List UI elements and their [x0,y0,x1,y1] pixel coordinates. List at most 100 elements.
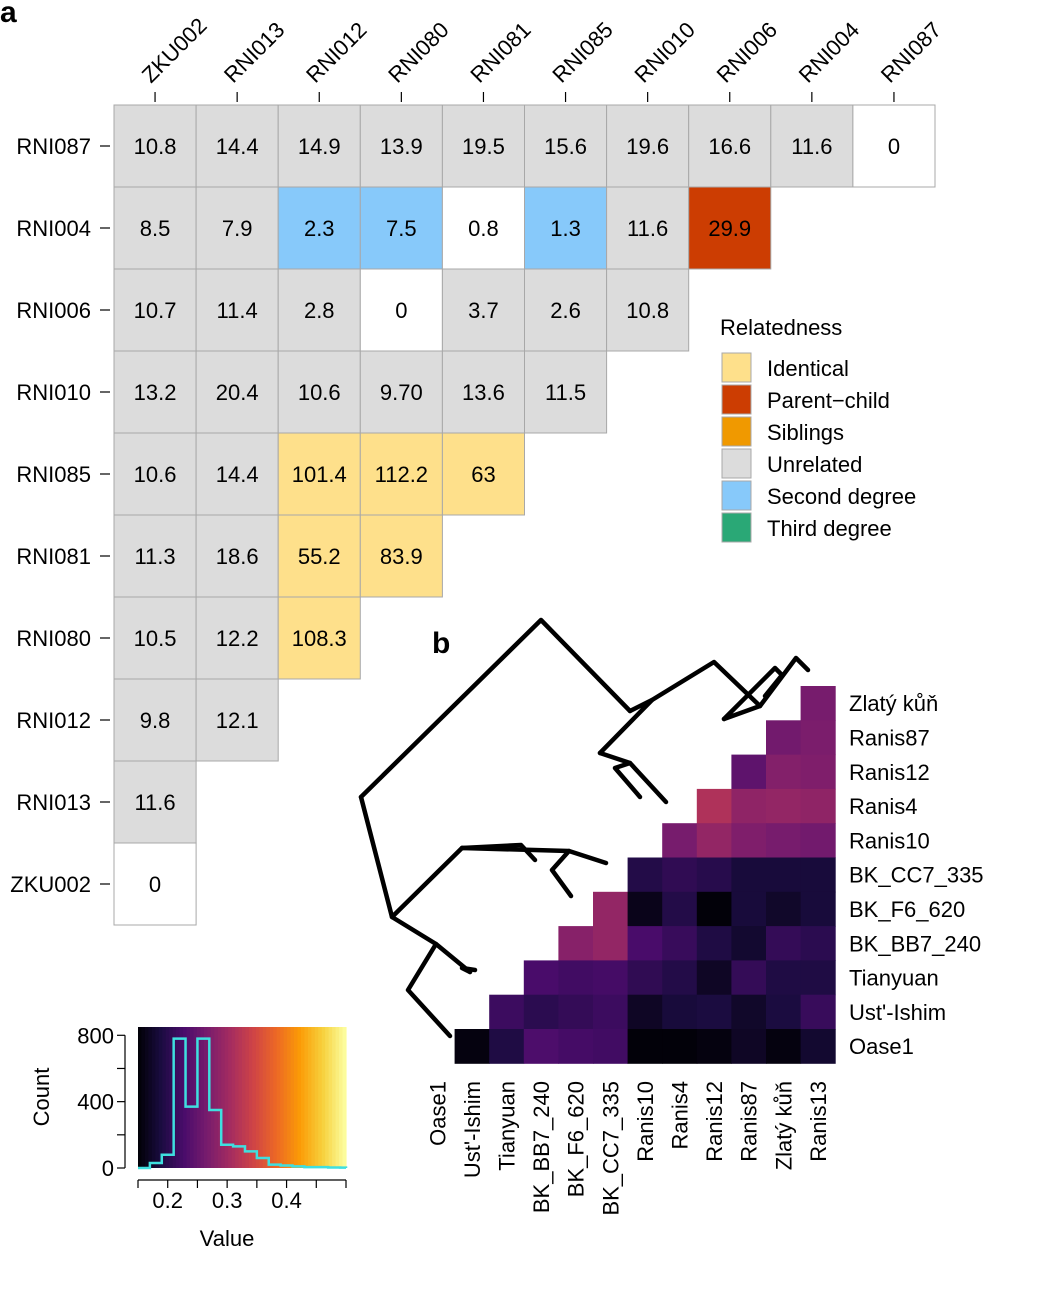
col-label: RNI006 [712,17,782,87]
heatmap-col-label: BK_F6_620 [564,1081,589,1197]
colorbar-strip [242,1027,247,1168]
histogram-inset: 0 400 800 0.2 0.3 0.4 Value Count [29,1023,348,1251]
matrix-cell [441,186,525,270]
y-tick-label: 400 [77,1090,114,1115]
colorbar-strip [321,1027,326,1168]
cell-value: 19.6 [626,134,669,159]
legend-label: Third degree [767,516,892,541]
heatmap-cell [766,720,802,756]
colorbar-strip [287,1027,292,1168]
heatmap-col-label: BK_CC7_335 [598,1081,623,1216]
heatmap-cell [800,823,836,858]
heatmap-row-label: Tianyuan [849,966,939,991]
heatmap-cell [766,1029,802,1064]
heatmap-cell [696,960,732,996]
heatmap-cell [696,823,732,858]
colorbar-strip [165,1027,170,1168]
matrix-cell [441,104,525,188]
row-label: RNI080 [16,626,91,651]
legend-label: Identical [767,356,849,381]
cell-value: 0 [395,298,407,323]
cell-value: 7.9 [222,216,253,241]
row-label: RNI010 [16,380,91,405]
heatmap-row-label: Zlatý kůň [849,691,938,716]
matrix-cell [359,268,443,352]
col-label: ZKU002 [137,13,212,88]
heatmap-cell [696,1029,732,1064]
heatmap-cell [627,960,663,996]
heatmap-cell [662,994,698,1030]
dendrogram [358,617,811,1039]
matrix-cell [113,350,197,434]
matrix-cell [195,350,279,434]
legend-label: Unrelated [767,452,862,477]
heatmap-cell [731,994,767,1030]
colorbar-strip [203,1027,208,1168]
matrix-cell [113,104,197,188]
heatmap-col-label: Ranis13 [806,1081,831,1162]
cell-value: 0 [888,134,900,159]
histogram-line [138,1037,348,1170]
cell-value: 14.9 [298,134,341,159]
heatmap-cell [800,960,836,996]
heatmap-cell [800,788,836,824]
row-label: ZKU002 [10,872,91,897]
matrix-cell [113,842,197,926]
colorbar-strip [190,1027,195,1168]
matrix-cell [852,104,936,188]
cell-value: 10.8 [626,298,669,323]
matrix-cell [441,350,525,434]
panel-b-label: b [432,627,450,660]
colorbar-strip [304,1027,309,1168]
heatmap-cell [627,1029,663,1064]
cell-value: 10.5 [134,626,177,651]
colorbar-strip [148,1027,153,1168]
heatmap-cell [800,891,836,927]
colorbar-strip [162,1027,167,1168]
cell-value: 101.4 [292,462,347,487]
colorbar-strip [217,1027,222,1168]
x-axis-title: Value [200,1226,255,1251]
cell-value: 2.6 [550,298,581,323]
colorbar-strip [158,1027,163,1168]
colorbar-strip [300,1027,305,1168]
cell-value: 10.6 [298,380,341,405]
heatmap-col-label: Zlatý kůň [771,1081,796,1170]
heatmap-cell [662,1029,698,1064]
colorbar-strip [200,1027,205,1168]
colorbar-strip [141,1027,146,1168]
heatmap-cell [696,926,732,961]
heatmap-cell [800,720,836,756]
matrix-cell [195,268,279,352]
matrix-cell [359,350,443,434]
colorbar-strip [294,1027,299,1168]
matrix-cell [277,596,361,680]
col-label: RNI004 [794,17,864,87]
heatmap-col-label: Ranis12 [702,1081,727,1162]
matrix-cell [195,596,279,680]
col-label: RNI081 [465,17,535,87]
matrix-cell [195,104,279,188]
heatmap-cell [523,960,559,996]
legend-title: Relatedness [720,315,842,340]
cell-value: 11.6 [791,134,832,159]
similarity-heatmap: Zlatý kůň Ranis87 Ranis12 Ranis4 Ranis10 BK_C… [425,686,984,1216]
heatmap-cell [523,1029,559,1064]
col-label: RNI013 [219,17,289,87]
heatmap-col-label: BK_BB7_240 [529,1081,554,1213]
row-label: RNI081 [16,544,91,569]
heatmap-cell [558,960,594,996]
cell-value: 108.3 [292,626,347,651]
heatmap-cell [766,823,802,858]
colorbar-strip [311,1027,316,1168]
heatmap-cell [766,754,802,790]
heatmap-cell [593,994,629,1030]
colorbar-strip [186,1027,191,1168]
colorbar-strip [210,1027,215,1168]
cell-value: 8.5 [140,216,171,241]
colorbar-strip [283,1027,288,1168]
row-label: RNI012 [16,708,91,733]
x-tick-label: 0.2 [152,1188,183,1213]
colorbar-strip [335,1027,340,1168]
